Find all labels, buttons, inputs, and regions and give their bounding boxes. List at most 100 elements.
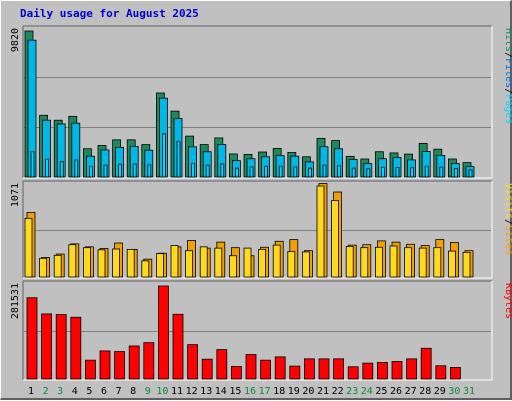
x-axis-day-label: 18	[273, 386, 285, 397]
bar-visits	[185, 250, 194, 278]
bar-pages	[453, 167, 458, 178]
x-axis-day-label: 22	[332, 386, 344, 397]
bar-visits	[331, 200, 340, 278]
legend-files: Files	[503, 58, 512, 88]
bar-pages	[30, 151, 35, 178]
legend: KBytes	[503, 283, 512, 319]
bar-visits	[287, 251, 296, 278]
bar-pages	[205, 164, 210, 178]
bar-visits	[462, 251, 471, 278]
bar-pages	[147, 164, 152, 178]
bar-visits	[433, 247, 442, 278]
bar-kbytes	[303, 358, 315, 380]
bar-pages	[220, 163, 225, 178]
bar-visits	[389, 245, 398, 278]
x-axis-day-label: 25	[375, 386, 387, 397]
y-axis-max-label: 9820	[10, 28, 21, 52]
x-axis-day-label: 16	[244, 386, 256, 397]
x-axis-day-label: 17	[259, 386, 271, 397]
y-axis-max-label: 1071	[10, 183, 21, 207]
bar-pages	[278, 165, 283, 178]
x-axis-day-label: 6	[101, 386, 107, 397]
x-axis-day-label: 20	[302, 386, 314, 397]
bar-visits	[170, 245, 179, 278]
legend-visits: Visits	[503, 183, 512, 219]
x-axis-day-label: 19	[288, 386, 300, 397]
bar-visits	[83, 247, 91, 278]
x-axis-day-label: 3	[57, 386, 63, 397]
x-axis-day-label: 9	[145, 386, 151, 397]
bar-pages	[410, 167, 415, 178]
bar-visits	[404, 247, 413, 278]
bar-kbytes	[172, 313, 184, 380]
bar-kbytes	[391, 361, 403, 380]
bar-visits	[360, 247, 369, 278]
bar-visits	[374, 246, 383, 278]
bar-pages	[380, 166, 385, 178]
legend-kbytes: KBytes	[503, 283, 512, 319]
x-axis-day-label: 11	[171, 386, 183, 397]
bar-kbytes	[406, 358, 418, 380]
bar-kbytes	[333, 358, 345, 380]
bar-kbytes	[376, 362, 388, 380]
bar-pages	[322, 164, 327, 178]
bar-visits	[258, 248, 267, 278]
bar-visits	[345, 246, 354, 278]
bar-kbytes	[55, 314, 67, 380]
x-axis-day-label: 2	[43, 386, 49, 397]
bar-kbytes	[41, 313, 52, 380]
bar-visits	[155, 253, 164, 278]
bar-kbytes	[201, 358, 213, 380]
x-axis-day-label: 12	[186, 386, 198, 397]
bar-kbytes	[99, 350, 111, 380]
bar-kbytes	[143, 342, 155, 380]
bar-kbytes	[245, 354, 257, 380]
x-axis-day-label: 30	[448, 386, 460, 397]
x-axis-day-label: 10	[156, 386, 168, 397]
bar-pages	[176, 140, 181, 178]
bar-kbytes	[70, 316, 82, 380]
x-axis-day-label: 29	[434, 386, 446, 397]
bar-kbytes	[157, 285, 169, 380]
bar-kbytes	[362, 362, 374, 380]
bar-kbytes	[347, 366, 359, 380]
x-axis-day-label: 1	[28, 386, 34, 397]
bar-pages	[59, 160, 64, 178]
bar-pages	[249, 166, 254, 178]
bar-pages	[103, 164, 108, 178]
bar-pages	[424, 165, 429, 178]
bar-kbytes	[128, 345, 140, 380]
bar-pages	[118, 163, 122, 178]
x-axis-day-label: 27	[405, 386, 417, 397]
bar-pages	[45, 158, 49, 178]
legend-hits: Hits	[503, 28, 512, 52]
bar-visits	[53, 254, 62, 278]
bar-visits	[68, 244, 77, 278]
legend-pages: Pages	[503, 94, 512, 124]
legend-separator: /	[503, 52, 512, 58]
x-axis-day-label: 14	[215, 386, 227, 397]
bar-kbytes	[85, 359, 96, 380]
bar-visits	[418, 247, 427, 278]
bar-kbytes	[274, 356, 286, 380]
legend-separator: /	[503, 219, 512, 225]
x-axis-day-label: 24	[361, 386, 373, 397]
bar-visits	[141, 260, 150, 278]
bar-kbytes	[420, 347, 432, 380]
bar-pages	[307, 167, 312, 178]
bar-kbytes	[318, 358, 330, 380]
bar-visits	[316, 185, 325, 278]
x-axis-day-label: 31	[463, 386, 475, 397]
legend-separator: /	[503, 88, 512, 94]
bar-visits	[214, 247, 223, 278]
y-axis-max-label: 281531	[10, 283, 21, 319]
legend-sites: Sites	[503, 225, 512, 255]
x-axis-day-label: 4	[72, 386, 78, 397]
bar-visits	[243, 247, 252, 278]
x-axis-day-label: 7	[116, 386, 122, 397]
bar-visits	[97, 249, 106, 278]
bar-pages	[468, 169, 473, 178]
bar-pages	[234, 167, 239, 178]
chart-title: Daily usage for August 2025	[20, 7, 199, 20]
